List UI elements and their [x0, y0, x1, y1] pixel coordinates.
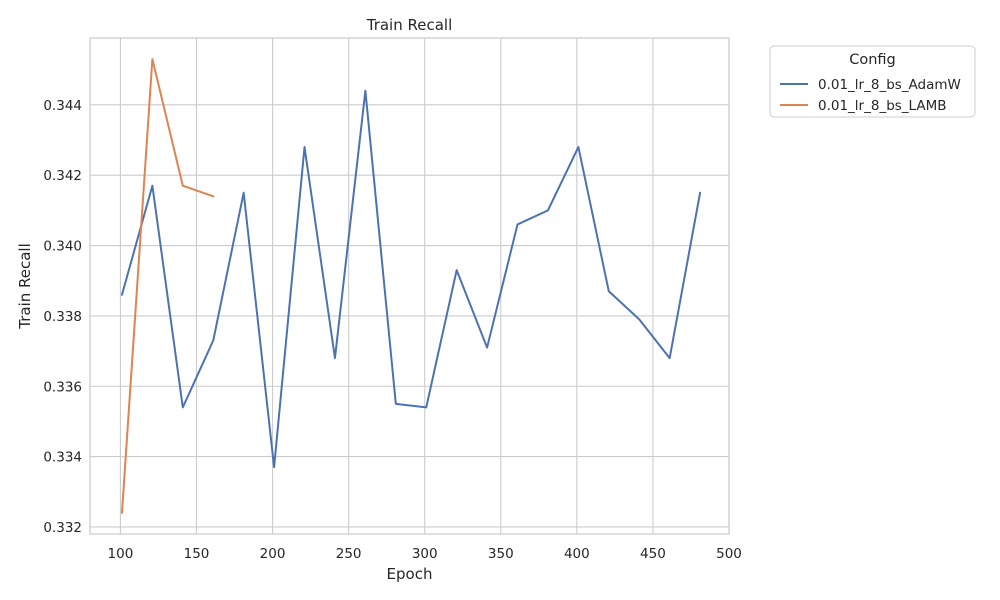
- x-tick-label: 100: [108, 546, 134, 562]
- chart-title: Train Recall: [366, 16, 453, 34]
- y-axis-label: Train Recall: [16, 243, 34, 330]
- y-tick-label: 0.336: [43, 379, 82, 395]
- y-tick-labels: 0.332 0.334 0.336 0.338 0.340 0.342 0.344: [43, 98, 82, 536]
- legend-label-adamw: 0.01_lr_8_bs_AdamW: [818, 77, 961, 93]
- y-tick-label: 0.344: [43, 98, 82, 114]
- plot-area: [90, 38, 729, 534]
- x-tick-label: 200: [260, 546, 286, 562]
- y-tick-label: 0.332: [43, 520, 82, 536]
- legend-label-lamb: 0.01_lr_8_bs_LAMB: [818, 98, 947, 114]
- x-tick-label: 400: [564, 546, 590, 562]
- y-tick-label: 0.342: [43, 168, 82, 184]
- grid: [90, 38, 730, 534]
- y-tick-label: 0.334: [43, 450, 82, 466]
- series-line-adamw: [120, 89, 702, 469]
- x-axis-label: Epoch: [387, 565, 433, 583]
- series-lines: [120, 58, 702, 514]
- legend: Config 0.01_lr_8_bs_AdamW 0.01_lr_8_bs_L…: [769, 45, 976, 118]
- x-tick-label: 450: [640, 546, 666, 562]
- x-tick-label: 250: [336, 546, 362, 562]
- y-tick-label: 0.340: [43, 239, 82, 255]
- x-tick-label: 350: [488, 546, 514, 562]
- legend-title: Config: [849, 52, 896, 68]
- plot-frame: [89, 37, 730, 535]
- y-tick-label: 0.338: [43, 309, 82, 325]
- x-tick-label: 300: [412, 546, 438, 562]
- legend-box: [769, 45, 976, 118]
- series-line-lamb: [120, 58, 215, 514]
- x-tick-labels: 100 150 200 250 300 350 400 450 500: [108, 546, 742, 562]
- x-tick-label: 150: [184, 546, 210, 562]
- x-tick-label: 500: [716, 546, 742, 562]
